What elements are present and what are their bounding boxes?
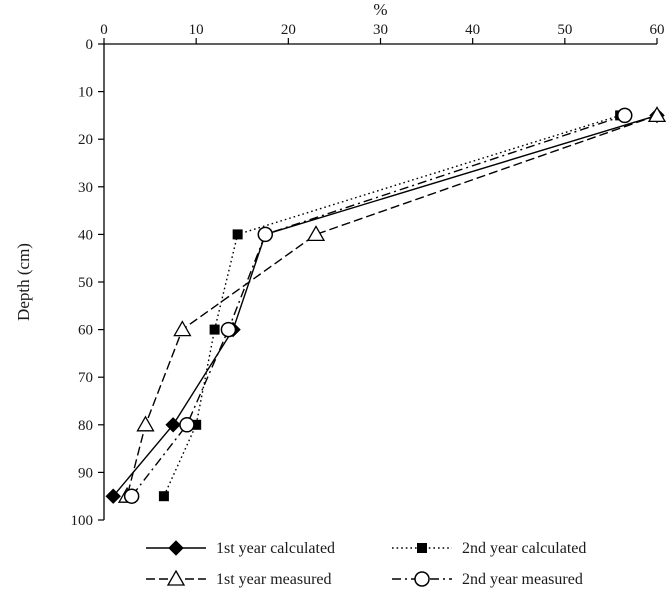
y-tick-label: 10 (78, 85, 93, 101)
y-tick-label: 40 (78, 227, 93, 243)
series-line (126, 114, 658, 497)
x-tick-label: 10 (189, 22, 204, 38)
data-point (306, 225, 326, 242)
x-axis-title: % (373, 0, 387, 19)
series-2nd-year-measured (131, 114, 625, 497)
series-markers-2nd-year-calculated (158, 110, 626, 502)
data-point (179, 417, 195, 433)
plot-series (105, 106, 667, 504)
x-tick-label: 0 (100, 22, 108, 38)
series-1st-year-calculated (112, 114, 658, 497)
y-tick-label: 30 (78, 180, 93, 196)
y-tick-label: 20 (78, 132, 93, 148)
legend-item: 2nd year measured (392, 571, 583, 588)
legend-label: 1st year measured (216, 571, 332, 588)
axes: 0 10 20 30 40 50 60% 0 10 20 30 40 50 60 70 80 90 100 Dept… (14, 0, 665, 529)
legend-marker (414, 571, 430, 587)
series-2nd-year-calculated (163, 114, 621, 497)
legend-item: 2nd year calculated (392, 540, 586, 557)
y-tick-label: 60 (78, 323, 93, 339)
x-tick-label: 60 (650, 22, 665, 38)
legend-label: 2nd year measured (462, 571, 583, 588)
y-tick-label: 0 (86, 37, 94, 53)
legend-label: 1st year calculated (216, 540, 335, 557)
series-line (163, 114, 621, 497)
y-tick-label: 100 (71, 513, 94, 529)
legend-item: 1st year measured (146, 569, 332, 588)
data-point (165, 417, 181, 433)
y-axis-title: Depth (cm) (14, 243, 33, 321)
y-tick-label: 70 (78, 370, 93, 386)
legend-label: 2nd year calculated (462, 540, 586, 557)
legend-marker (166, 569, 186, 586)
series-markers-1st-year-calculated (105, 107, 665, 504)
series-markers-1st-year-measured (117, 106, 667, 503)
y-tick-label: 90 (78, 465, 93, 481)
data-point (232, 229, 243, 240)
data-point (209, 324, 220, 335)
y-tick-label: 80 (78, 418, 93, 434)
data-point (105, 488, 121, 504)
legend: 1st year calculated 2nd year calculated 1s… (146, 540, 586, 588)
series-line (112, 114, 658, 497)
data-point (158, 491, 169, 502)
data-point (257, 226, 274, 243)
x-tick-label: 30 (373, 22, 388, 38)
y-tick-label: 50 (78, 275, 93, 291)
x-tick-label: 40 (465, 22, 480, 38)
legend-item: 1st year calculated (146, 540, 335, 557)
data-point (616, 107, 633, 124)
x-tick-label: 50 (557, 22, 572, 38)
data-point (173, 320, 192, 337)
legend-marker (417, 543, 427, 553)
data-point (647, 106, 667, 123)
data-point (136, 415, 155, 432)
series-line (131, 114, 625, 497)
legend-marker (168, 540, 184, 556)
series-1st-year-measured (126, 114, 658, 497)
series-markers-2nd-year-measured (123, 107, 633, 504)
data-point (191, 419, 202, 430)
data-point (220, 321, 237, 338)
x-tick-label: 20 (281, 22, 296, 38)
data-point (123, 488, 140, 504)
